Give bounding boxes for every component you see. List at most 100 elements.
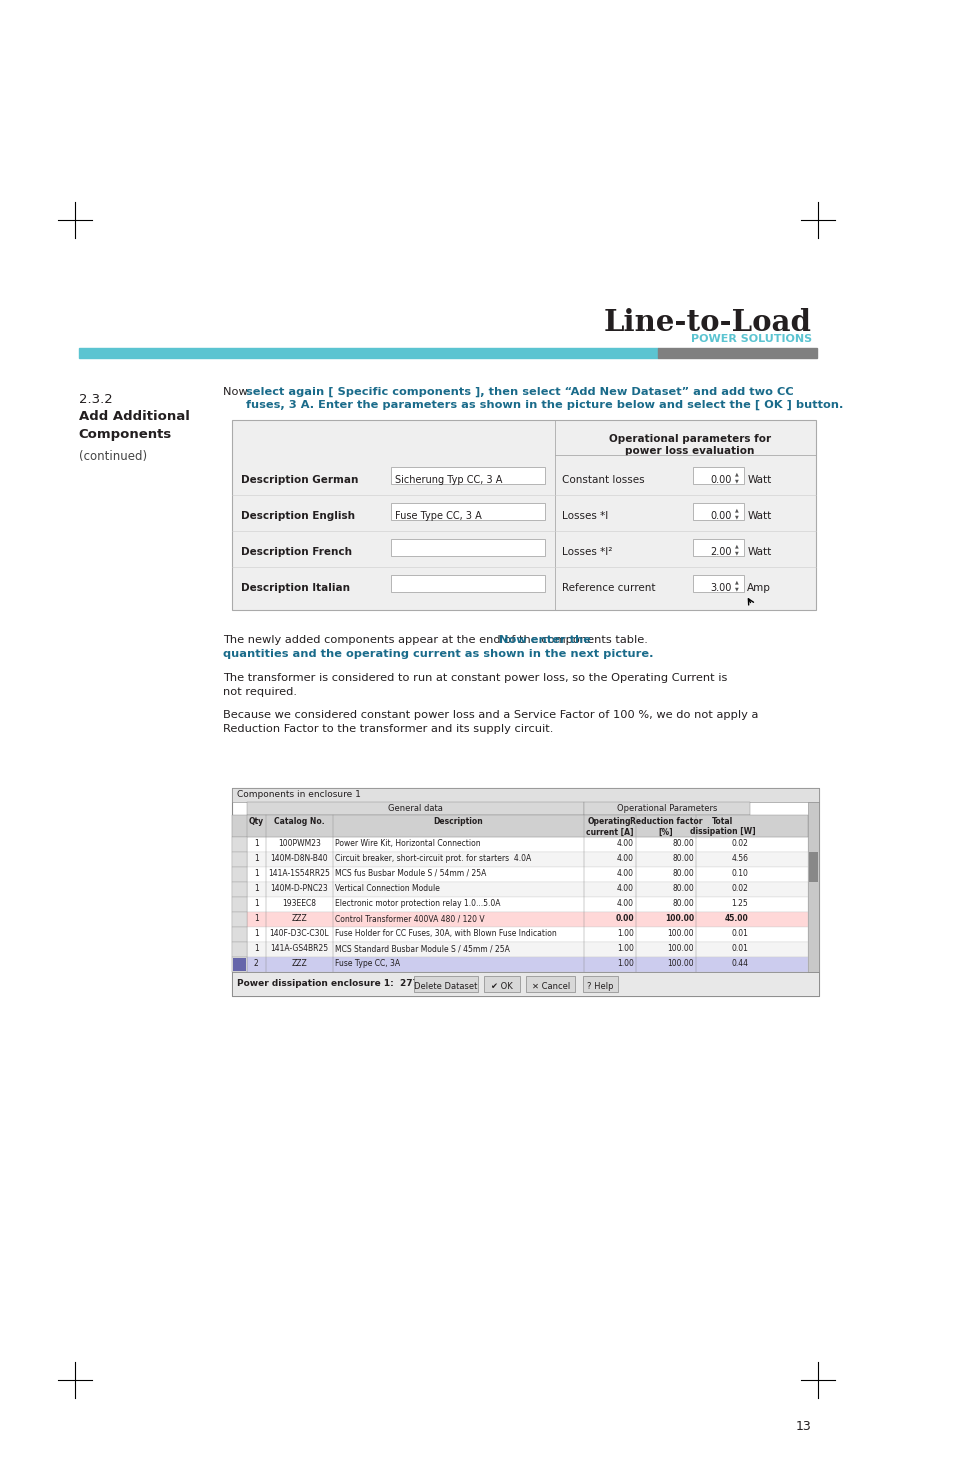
- Bar: [232, 926, 247, 943]
- Text: 1: 1: [253, 869, 258, 878]
- Text: Fuse Type CC, 3 A: Fuse Type CC, 3 A: [395, 510, 481, 521]
- Bar: [232, 788, 819, 996]
- Text: 3.00: 3.00: [709, 583, 731, 593]
- Bar: [232, 816, 807, 836]
- Bar: [232, 853, 807, 867]
- Text: Fuse Holder for CC Fuses, 30A, with Blown Fuse Indication: Fuse Holder for CC Fuses, 30A, with Blow…: [335, 929, 556, 938]
- Text: 45.00: 45.00: [723, 914, 747, 923]
- Text: 4.00: 4.00: [617, 898, 634, 909]
- Text: ZZZ: ZZZ: [291, 959, 307, 968]
- Bar: [583, 802, 749, 816]
- Bar: [232, 867, 807, 882]
- Bar: [232, 836, 807, 853]
- Bar: [233, 957, 246, 971]
- Text: General data: General data: [387, 804, 442, 813]
- Text: ▲: ▲: [734, 471, 738, 476]
- Text: 100.00: 100.00: [666, 959, 693, 968]
- Text: Qty: Qty: [249, 817, 264, 826]
- Text: 1.00: 1.00: [617, 944, 634, 953]
- Bar: [692, 503, 743, 521]
- Text: 0.00: 0.00: [615, 914, 634, 923]
- Text: Add Additional: Add Additional: [78, 410, 190, 423]
- Text: 141A-1S54RR25: 141A-1S54RR25: [268, 869, 330, 878]
- Bar: [232, 882, 807, 897]
- Bar: [232, 912, 247, 926]
- Bar: [232, 420, 816, 611]
- Bar: [692, 538, 743, 556]
- Bar: [484, 976, 519, 993]
- Text: Watt: Watt: [746, 510, 771, 521]
- Bar: [232, 897, 807, 912]
- Text: Sicherung Typ CC, 3 A: Sicherung Typ CC, 3 A: [395, 475, 501, 485]
- Bar: [232, 882, 247, 897]
- Bar: [391, 538, 544, 556]
- Text: Operational parameters for: Operational parameters for: [608, 434, 770, 444]
- Text: 1.00: 1.00: [617, 959, 634, 968]
- Text: Description French: Description French: [241, 547, 352, 558]
- Text: 140M-D8N-B40: 140M-D8N-B40: [270, 854, 328, 863]
- Text: 80.00: 80.00: [672, 898, 693, 909]
- Text: 80.00: 80.00: [672, 854, 693, 863]
- Text: The newly added components appear at the end of the components table.: The newly added components appear at the…: [222, 636, 650, 645]
- Text: Description German: Description German: [241, 475, 358, 485]
- Text: 80.00: 80.00: [672, 839, 693, 848]
- Text: ZZZ: ZZZ: [291, 914, 307, 923]
- Text: fuses, 3 A. Enter the parameters as shown in the picture below and select the [ : fuses, 3 A. Enter the parameters as show…: [246, 400, 842, 410]
- Text: Watt: Watt: [746, 547, 771, 558]
- Text: 0.00: 0.00: [709, 510, 731, 521]
- Text: Watt: Watt: [746, 475, 771, 485]
- Bar: [232, 926, 807, 943]
- Text: POWER SOLUTIONS: POWER SOLUTIONS: [690, 333, 811, 344]
- Text: 100.00: 100.00: [666, 929, 693, 938]
- Text: 1: 1: [253, 839, 258, 848]
- Text: Constant losses: Constant losses: [561, 475, 644, 485]
- Text: Description Italian: Description Italian: [241, 583, 350, 593]
- Bar: [658, 348, 817, 358]
- Text: 0.01: 0.01: [731, 944, 747, 953]
- Text: Line-to-Load: Line-to-Load: [603, 308, 811, 336]
- Text: 2.00: 2.00: [709, 547, 731, 558]
- Text: 100.00: 100.00: [666, 944, 693, 953]
- Bar: [232, 943, 807, 957]
- Text: Description English: Description English: [241, 510, 355, 521]
- Text: 80.00: 80.00: [672, 884, 693, 892]
- Text: Operating
current [A]: Operating current [A]: [585, 817, 633, 836]
- Text: ▼: ▼: [734, 586, 738, 591]
- Text: 0.02: 0.02: [731, 884, 747, 892]
- Text: 13: 13: [795, 1420, 811, 1434]
- Text: 193EEC8: 193EEC8: [282, 898, 316, 909]
- Text: Operational Parameters: Operational Parameters: [616, 804, 717, 813]
- Text: Amp: Amp: [746, 583, 770, 593]
- Bar: [526, 976, 575, 993]
- Text: 1: 1: [253, 854, 258, 863]
- Bar: [391, 575, 544, 591]
- Text: Losses *I: Losses *I: [561, 510, 608, 521]
- Bar: [232, 957, 247, 972]
- Text: The transformer is considered to run at constant power loss, so the Operating Cu: The transformer is considered to run at …: [222, 673, 726, 696]
- Bar: [232, 867, 247, 882]
- Text: Description: Description: [433, 817, 482, 826]
- Bar: [232, 788, 819, 802]
- Text: 1: 1: [253, 944, 258, 953]
- Text: Reduction factor
[%]: Reduction factor [%]: [629, 817, 701, 836]
- Text: Power dissipation enclosure 1:  277 Watt: Power dissipation enclosure 1: 277 Watt: [236, 979, 446, 988]
- Text: 1: 1: [253, 884, 258, 892]
- Text: Circuit breaker, short-circuit prot. for starters  4.0A: Circuit breaker, short-circuit prot. for…: [335, 854, 531, 863]
- Text: MCS fus Busbar Module S / 54mm / 25A: MCS fus Busbar Module S / 54mm / 25A: [335, 869, 486, 878]
- Text: ▼: ▼: [734, 478, 738, 482]
- Bar: [807, 802, 819, 972]
- Bar: [414, 976, 477, 993]
- Text: Now enter the: Now enter the: [498, 636, 591, 645]
- Text: 0.44: 0.44: [730, 959, 747, 968]
- Text: 0.00: 0.00: [709, 475, 731, 485]
- Text: Catalog No.: Catalog No.: [274, 817, 324, 826]
- Text: 0.10: 0.10: [731, 869, 747, 878]
- Text: 100PWM23: 100PWM23: [277, 839, 320, 848]
- Text: 4.00: 4.00: [617, 869, 634, 878]
- Text: 140M-D-PNC23: 140M-D-PNC23: [270, 884, 328, 892]
- Text: Total
dissipation [W]: Total dissipation [W]: [689, 817, 755, 836]
- Text: MCS Standard Busbar Module S / 45mm / 25A: MCS Standard Busbar Module S / 45mm / 25…: [335, 944, 509, 953]
- Bar: [232, 972, 819, 996]
- Bar: [808, 853, 818, 882]
- Bar: [232, 943, 247, 957]
